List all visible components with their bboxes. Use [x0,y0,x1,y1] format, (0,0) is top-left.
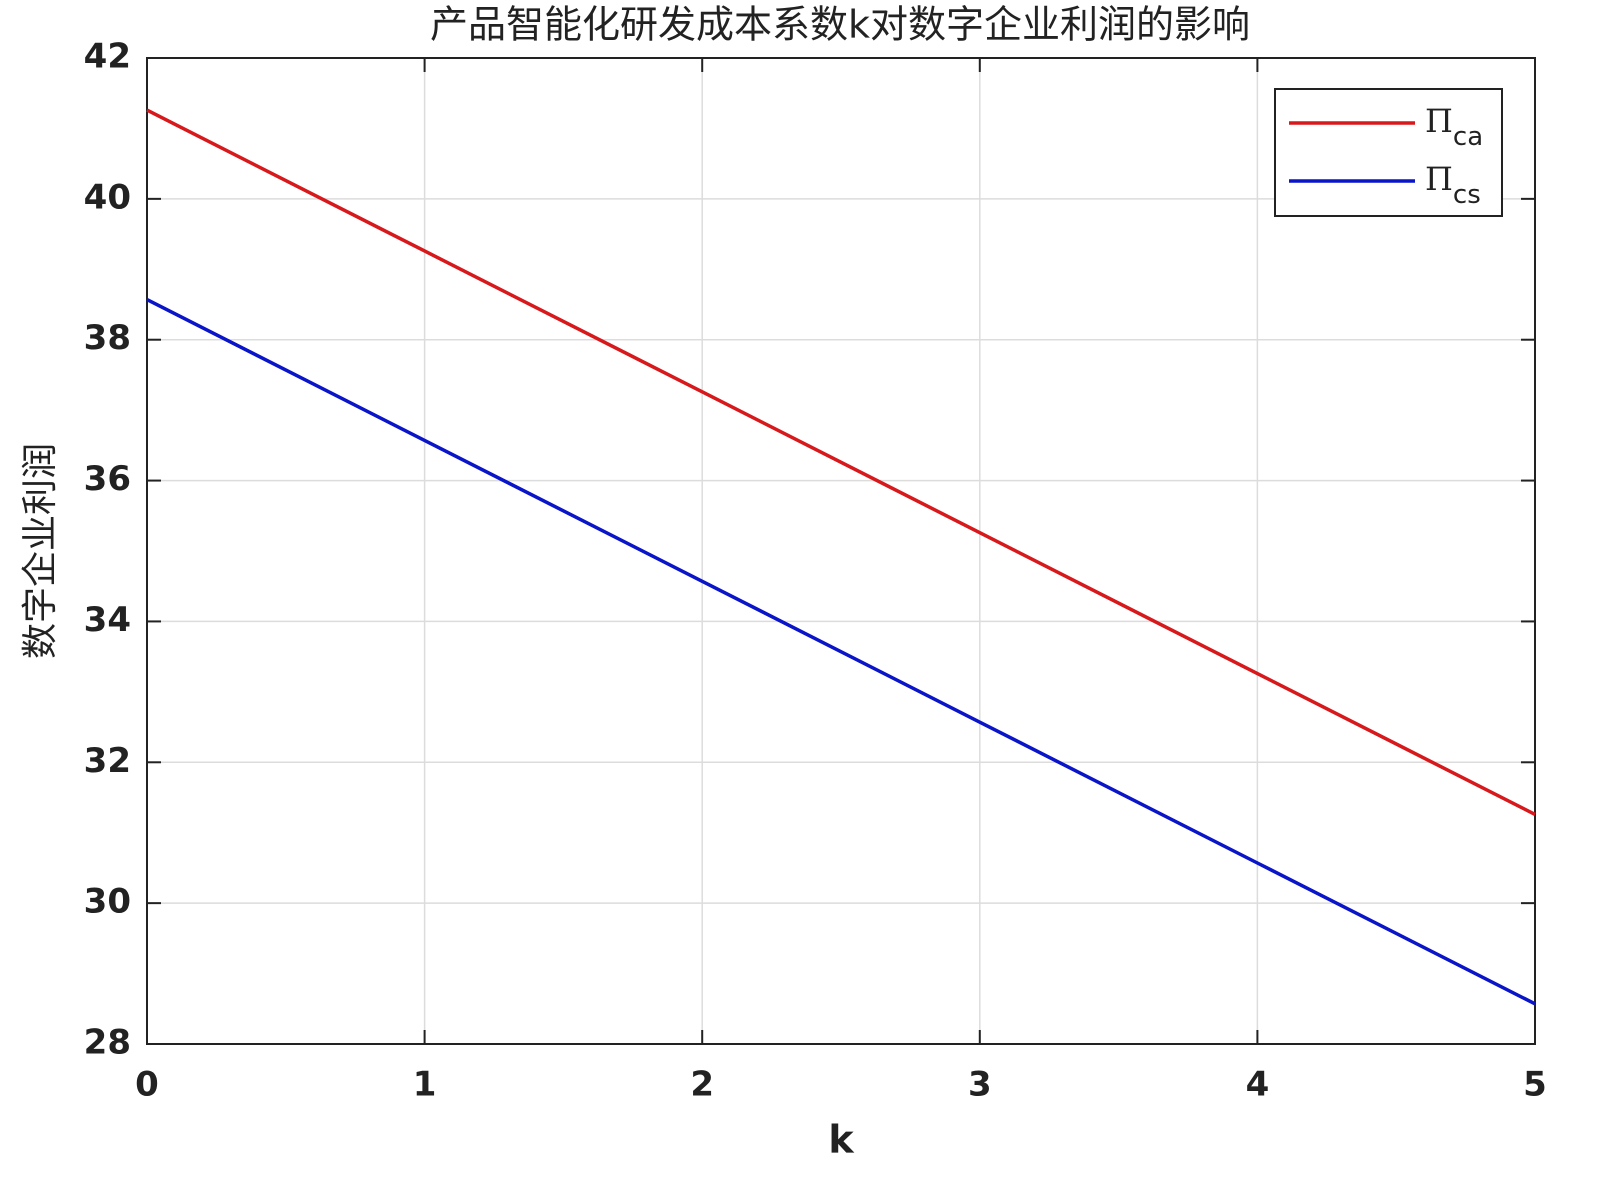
x-axis-label: k [828,1118,854,1162]
y-tick-label: 34 [84,600,131,640]
chart-title: 产品智能化研发成本系数k对数字企业利润的影响 [430,3,1250,47]
y-tick-label: 30 [84,882,131,922]
legend-label: Πca [1425,102,1483,152]
plot-frame [146,57,1536,1045]
y-tick-label: 36 [84,459,131,499]
line-series [146,108,1536,816]
x-tick-label: 2 [690,1065,714,1105]
line-series [146,298,1536,1006]
y-tick-label: 28 [84,1023,131,1063]
x-tick-label: 0 [135,1065,159,1105]
legend-box [1274,88,1503,217]
y-axis-label: 数字企业利润 [20,443,61,659]
y-tick-label: 38 [84,318,131,358]
y-tick-label: 40 [84,177,131,217]
y-tick-label: 32 [84,741,131,781]
legend-label: Πcs [1425,160,1481,210]
y-tick-label: 42 [84,37,131,77]
x-tick-label: 3 [968,1065,992,1105]
x-tick-label: 4 [1246,1065,1270,1105]
x-tick-label: 5 [1523,1065,1547,1105]
x-tick-label: 1 [413,1065,437,1105]
